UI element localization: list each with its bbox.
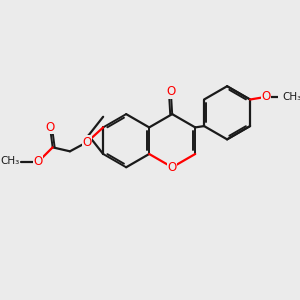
Text: O: O	[168, 161, 177, 174]
Text: CH₃: CH₃	[0, 156, 20, 167]
Text: O: O	[45, 121, 55, 134]
Text: O: O	[166, 85, 176, 98]
Text: O: O	[261, 90, 271, 103]
Text: O: O	[33, 155, 43, 169]
Text: CH₃: CH₃	[282, 92, 300, 102]
Text: O: O	[82, 136, 92, 148]
